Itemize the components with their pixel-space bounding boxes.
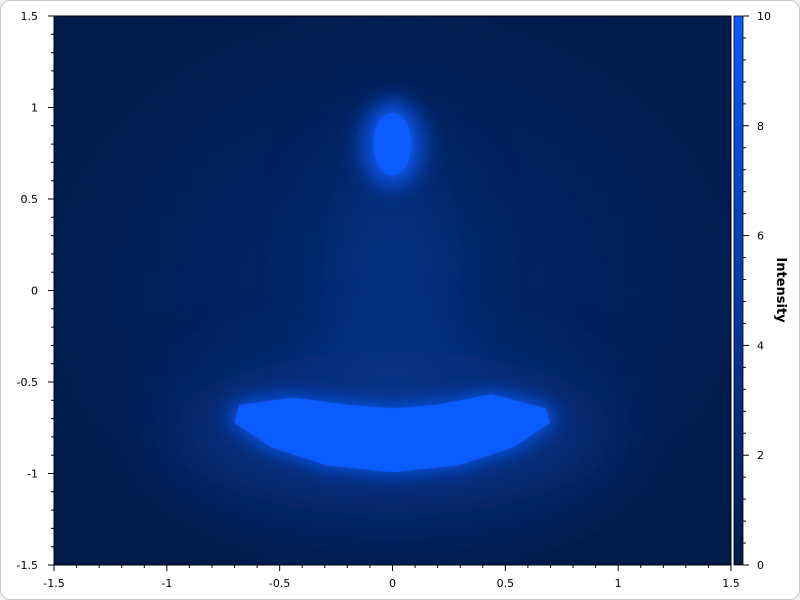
x-tick-label: 0 [389, 577, 396, 590]
y-tick-label: 0.5 [21, 193, 39, 206]
upper-ellipse-core [373, 112, 412, 176]
colorbar-tick-label: 8 [757, 120, 764, 133]
x-tick-label: 0.5 [497, 577, 515, 590]
y-tick-label: 1 [31, 102, 38, 115]
colorbar [733, 15, 744, 566]
y-tick-label: -1 [27, 468, 38, 481]
colorbar-tick-label: 10 [757, 10, 771, 23]
colorbar-tick-label: 2 [757, 449, 764, 462]
lower-crescent-core [234, 394, 551, 473]
colorbar-title: Intensity [773, 257, 788, 323]
y-tick-label: 1.5 [21, 10, 39, 23]
x-axis: -1.5 -1 -0.5 0 0.5 1 1.5 [43, 565, 740, 590]
y-tick-label: -0.5 [17, 376, 38, 389]
x-tick-label: 1 [615, 577, 622, 590]
colorbar-tick-label: 0 [757, 559, 764, 572]
plot-area [54, 16, 731, 565]
x-tick-label: -0.5 [269, 577, 290, 590]
colorbar-axis: 0 2 4 6 8 10 [743, 10, 771, 572]
colorbar-tick-label: 6 [757, 230, 764, 243]
y-tick-label: 0 [31, 285, 38, 298]
y-axis: -1.5 -1 -0.5 0 0.5 1 1.5 [17, 10, 54, 572]
x-tick-label: -1.5 [43, 577, 64, 590]
colorbar-tick-label: 4 [757, 339, 764, 352]
x-tick-label: 1.5 [722, 577, 740, 590]
x-tick-label: -1 [161, 577, 172, 590]
y-tick-label: -1.5 [17, 559, 38, 572]
